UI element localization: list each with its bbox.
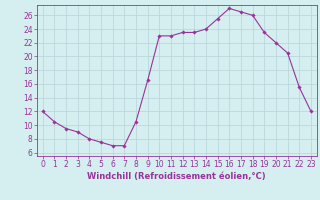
X-axis label: Windchill (Refroidissement éolien,°C): Windchill (Refroidissement éolien,°C) [87,172,266,181]
